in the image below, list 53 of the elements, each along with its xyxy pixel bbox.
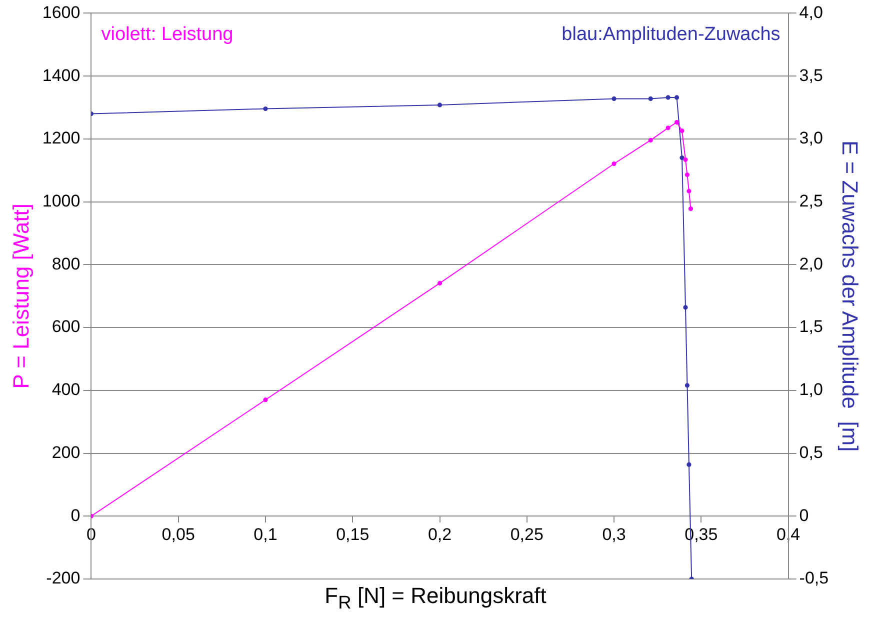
x-tick-label: 0,25 [510,525,544,544]
y-tick-label: 600 [52,317,80,336]
y2-tick-label: 1,5 [799,317,823,336]
y2-tick-label: -0,5 [799,568,829,588]
x-tick-label: 0,1 [254,525,278,544]
y-tick-label: 1000 [42,191,80,210]
point [683,157,688,162]
point [680,128,684,134]
y-tick-label: 0 [70,506,80,525]
annotation: blau:Amplituden-Zuwachs [562,24,780,45]
point [666,126,670,130]
point [686,462,692,467]
point [680,155,684,160]
x-tick-label: 0,2 [428,525,452,544]
point [648,138,653,142]
point [674,95,680,100]
y2-tick-label: 1,0 [799,380,823,400]
x-axis-title: F$_{R}$ [N] = Reibungskraft [324,582,546,612]
annotation: violett: Leistung [101,24,234,45]
y-tick-label: -200 [46,568,80,588]
point [437,102,442,108]
y2-axis-title: E = Zuwachs der Amplitude [m] [838,140,863,452]
point [688,206,694,212]
y2-tick-label: 4,0 [799,2,823,22]
point [263,106,268,112]
point [684,383,690,388]
point [263,398,268,402]
point [684,172,690,178]
y2-tick-label: 3,0 [799,128,823,148]
x-tick-label: 0,15 [336,525,370,544]
y-tick-label: 1600 [42,2,80,22]
point [674,120,680,125]
point [686,188,692,194]
point [612,96,616,101]
y2-tick-label: 0,5 [799,442,823,462]
y-tick-label: 1200 [42,128,80,148]
x-tick-label: 0,3 [602,525,626,544]
x-tick-label: 0,4 [776,525,800,544]
y-tick-label: 800 [52,254,80,274]
point [612,161,616,166]
point [648,96,653,101]
y2-tick-label: 0 [799,506,809,525]
x-tick-label: 0,05 [162,525,195,544]
y2-tick-label: 2,5 [799,191,823,210]
y2-tick-label: 3,5 [799,66,823,85]
y-tick-label: 200 [52,442,80,462]
y-tick-label: 1400 [42,66,80,85]
y2-tick-label: 2,0 [799,254,823,274]
y-tick-label: 400 [52,380,80,400]
y-axis-title: P = Leistung [Watt] [8,203,34,389]
point [666,95,670,100]
point [683,305,688,310]
point [437,280,442,286]
